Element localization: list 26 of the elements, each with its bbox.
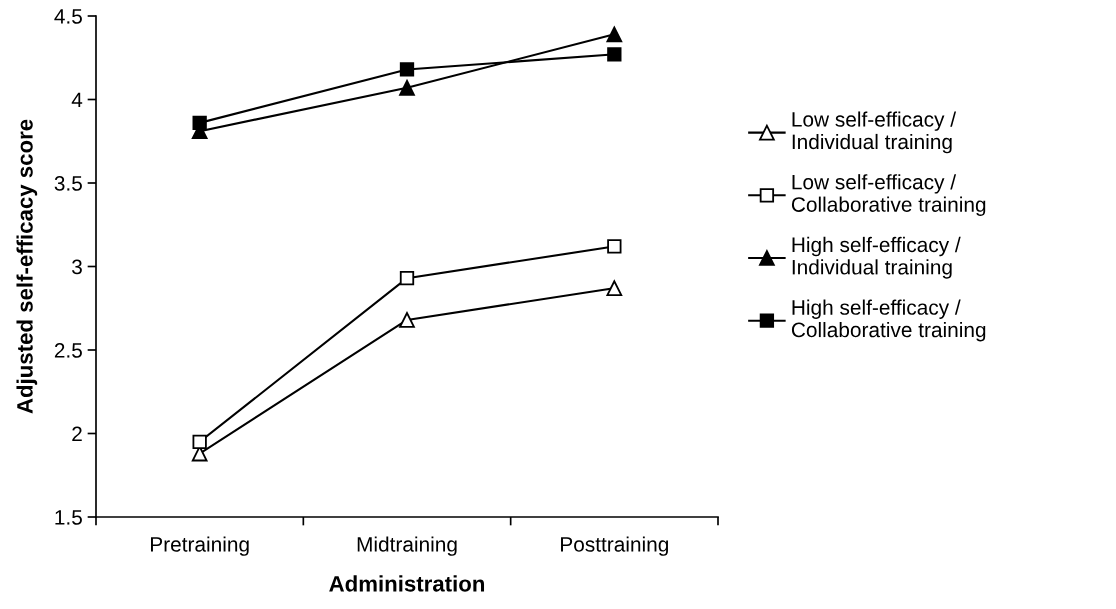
y-tick-label: 4.5 (54, 9, 82, 24)
x-tick-label: Midtraining (357, 536, 457, 556)
point (192, 115, 207, 131)
y-tick-label: 2.5 (54, 343, 82, 358)
legend-label: High self-efficacy / Collaborative training (791, 299, 986, 342)
y-tick-label: 2 (72, 426, 82, 442)
point (399, 62, 415, 77)
y-tick-label: 1.5 (55, 510, 82, 525)
y-tick-label: 4 (71, 92, 83, 108)
legend-label: Low self-efficacy / Individual training (792, 111, 957, 154)
x-tick-label: Pretraining (151, 536, 249, 556)
y-axis-title: Adjusted self-efficacy score (16, 119, 38, 414)
x-tick-label: Posttraining (561, 536, 668, 556)
point (399, 271, 415, 286)
x-axis-title: Administration (329, 575, 485, 592)
point (399, 312, 415, 328)
point (399, 79, 415, 96)
y-tick-label: 3.5 (54, 176, 82, 191)
legend-label: High self-efficacy / Individual training (792, 236, 961, 279)
point (606, 280, 623, 297)
point (192, 434, 207, 450)
point (606, 26, 623, 43)
legend-label: Low self-efficacy / Collaborative training (791, 174, 986, 216)
point (607, 239, 622, 254)
point (607, 47, 622, 62)
y-tick-label: 3 (72, 259, 82, 275)
